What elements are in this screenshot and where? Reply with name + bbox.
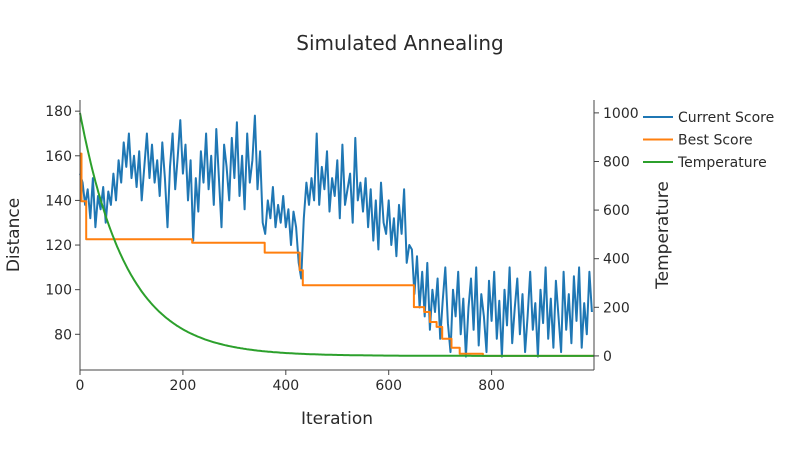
- y-tick-label: 140: [45, 193, 72, 209]
- y2-tick-label: 600: [603, 203, 630, 219]
- x-tick-label: 400: [272, 378, 299, 394]
- y-tick-label: 100: [45, 283, 72, 299]
- y2-tick-label: 0: [603, 349, 612, 365]
- y-tick-label: 80: [54, 327, 72, 343]
- series-line-current-score: [79, 114, 593, 358]
- y-axis-label: Distance: [4, 198, 24, 272]
- x-tick-label: 800: [478, 378, 505, 394]
- x-axis-label: Iteration: [301, 409, 373, 429]
- series-line-temperature: [79, 112, 594, 357]
- y-tick-label: 160: [45, 149, 72, 165]
- legend-label-current-score: Current Score: [678, 110, 774, 126]
- y2-tick-label: 1000: [603, 106, 639, 122]
- y2-tick-label: 400: [603, 252, 630, 268]
- legend-label-temperature: Temperature: [677, 155, 767, 171]
- y2-tick-label: 800: [603, 154, 630, 170]
- plot-area: [79, 112, 594, 358]
- x-tick-label: 200: [170, 378, 197, 394]
- series-line-best-score: [80, 152, 594, 357]
- y-tick-label: 180: [45, 104, 72, 120]
- x-tick-label: 600: [375, 378, 402, 394]
- legend: Current Score Best Score Temperature: [643, 110, 774, 171]
- x-tick-label: 0: [76, 378, 85, 394]
- chart-title: Simulated Annealing: [296, 31, 504, 55]
- y2-axis-label: Temperature: [653, 181, 673, 290]
- legend-label-best-score: Best Score: [678, 133, 753, 149]
- axes: 0 200 400 600 800 80 100 120 140 160 180 0 200 400 600…: [45, 100, 639, 394]
- y-tick-label: 120: [45, 238, 72, 254]
- y2-tick-label: 200: [603, 300, 630, 316]
